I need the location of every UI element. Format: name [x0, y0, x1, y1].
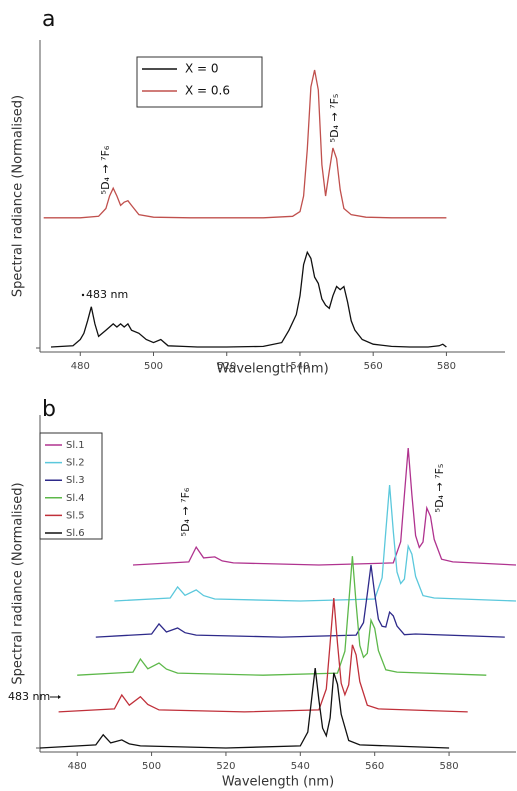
legend-label: X = 0: [185, 62, 219, 76]
series-line: [132, 447, 517, 566]
x-tick-label: 480: [71, 361, 90, 372]
legend-label: Sl.2: [66, 458, 85, 469]
x-tick-label: 560: [364, 361, 383, 372]
legend-label: Sl.3: [66, 475, 85, 486]
series-line: [114, 485, 517, 602]
legend-label: Sl.6: [66, 528, 85, 539]
annotation: ⁵D₄ → ⁷F₅: [433, 464, 446, 513]
x-tick-label: 580: [440, 761, 459, 772]
annotation-dot: [81, 293, 85, 297]
legend-label: Sl.1: [66, 440, 85, 451]
annotation: 483 nm: [8, 690, 50, 703]
series-line: [39, 668, 450, 749]
legend-box: [39, 432, 103, 540]
series-line: [58, 597, 468, 713]
panel-label: b: [42, 397, 56, 422]
panel-label: a: [42, 7, 55, 32]
y-axis-label: Spectral radiance (Normalised): [11, 482, 26, 684]
series-line: [43, 69, 447, 219]
x-axis-label: Wavelength (nm): [216, 362, 328, 377]
annotation: ⁵D₄ → ⁷F₆: [179, 487, 192, 536]
x-tick-label: 560: [365, 761, 384, 772]
x-tick-label: 540: [290, 361, 309, 372]
series-line: [50, 250, 447, 348]
annotation: 483 nm: [86, 288, 128, 301]
x-tick-label: 500: [144, 361, 163, 372]
annotation: ⁵D₄ → ⁷F₆: [99, 145, 112, 194]
x-tick-label: 540: [291, 761, 310, 772]
series-line: [95, 564, 505, 638]
x-tick-label: 520: [217, 361, 236, 372]
x-tick-label: 580: [437, 361, 456, 372]
legend-label: Sl.5: [66, 510, 85, 521]
annotation: ⁵D₄ → ⁷F₅: [328, 94, 341, 143]
y-axis-label: Spectral radiance (Normalised): [11, 95, 26, 297]
x-tick-label: 500: [142, 761, 161, 772]
x-tick-label: 520: [216, 761, 235, 772]
series-line: [77, 556, 487, 676]
legend-label: X = 0.6: [185, 84, 230, 98]
annotation-arrowhead: [58, 695, 61, 699]
x-tick-label: 480: [68, 761, 87, 772]
legend-label: Sl.4: [66, 493, 85, 504]
x-axis-label: Wavelength (nm): [222, 775, 334, 790]
legend-box: [136, 56, 263, 108]
